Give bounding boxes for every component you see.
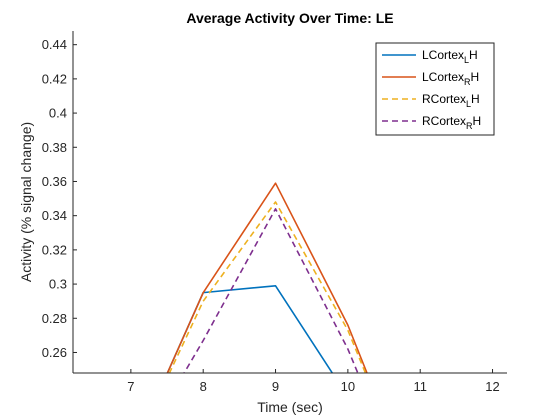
y-tick-label: 0.42 [42, 71, 67, 86]
x-axis-label: Time (sec) [257, 399, 323, 415]
x-tick-label: 7 [127, 379, 134, 394]
series-layer [166, 182, 368, 373]
y-tick-label: 0.32 [42, 242, 67, 257]
axes: 7 8 9 10 11 12 0.26 0.28 0.3 0.32 0.34 0.36 0.38 0.4 0… [42, 31, 507, 394]
y-tick-label: 0.4 [49, 106, 67, 121]
y-axis-label: Activity (% signal change) [18, 122, 34, 282]
y-tick-label: 0.28 [42, 311, 67, 326]
x-tick-label: 12 [485, 379, 499, 394]
y-tick-label: 0.26 [42, 345, 67, 360]
x-tick-label: 9 [272, 379, 279, 394]
y-tick-label: 0.44 [42, 37, 67, 52]
series-line-1 [166, 284, 334, 373]
x-tick-label: 10 [341, 379, 355, 394]
series-line-4 [183, 208, 359, 373]
y-tick-label: 0.38 [42, 140, 67, 155]
legend-box [375, 42, 495, 136]
legend-entry-2: LCortexRH [422, 70, 479, 87]
y-tick-label: 0.36 [42, 174, 67, 189]
x-tick-label: 8 [200, 379, 207, 394]
y-tick-label: 0.34 [42, 208, 67, 223]
legend-entry-3: RCortexLH [422, 92, 480, 109]
legend-entry-1: LCortexLH [422, 48, 478, 65]
chart-title: Average Activity Over Time: LE [186, 10, 393, 26]
legend-entry-4: RCortexRH [422, 114, 481, 131]
legend: LCortexLH LCortexRH RCortexLH RCortexRH [375, 42, 495, 136]
series-line-2 [166, 182, 368, 373]
x-tick-label: 11 [413, 379, 427, 394]
series-line-3 [168, 201, 367, 373]
y-tick-label: 0.3 [49, 277, 67, 292]
